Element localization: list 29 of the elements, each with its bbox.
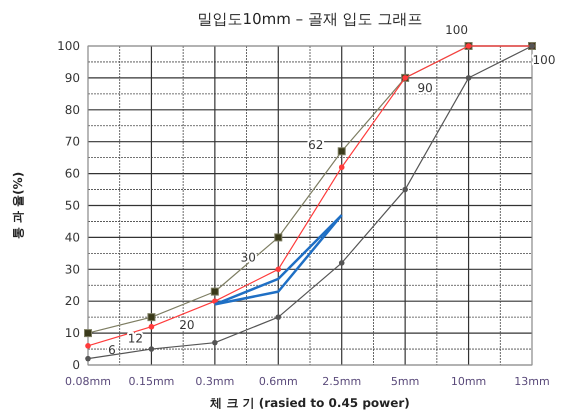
y-tick-label: 10 <box>64 326 80 340</box>
x-tick-label: 0.08mm <box>65 375 111 388</box>
x-tick-label: 2.5mm <box>322 375 362 388</box>
chart-title: 밀입도10mm – 골재 입도 그래프 <box>198 10 422 28</box>
y-tick-label: 80 <box>64 102 80 117</box>
x-tick-label: 10mm <box>450 375 486 388</box>
data-label: 30 <box>240 250 256 264</box>
data-label: 100 <box>532 53 556 67</box>
y-tick-label: 90 <box>64 70 80 85</box>
x-tick-label: 0.6mm <box>258 375 298 388</box>
x-tick-label: 0.15mm <box>128 375 174 388</box>
x-tick-label: 5mm <box>390 375 420 388</box>
data-label: 90 <box>418 80 433 95</box>
data-label: 12 <box>128 332 144 346</box>
y-tick-label: 50 <box>64 198 80 212</box>
data-label: 100 <box>445 23 468 37</box>
y-tick-label: 40 <box>64 230 80 244</box>
x-tick-label: 13mm <box>514 375 550 388</box>
data-label: 20 <box>179 318 194 332</box>
y-axis-title: 통 과 율(%) <box>11 172 25 240</box>
y-tick-label: 0 <box>72 358 80 372</box>
data-label: 62 <box>308 138 324 152</box>
x-axis-title: 체 크 기 (rasied to 0.45 power) <box>209 396 410 410</box>
y-tick-label: 60 <box>64 166 80 181</box>
y-tick-label: 70 <box>64 134 80 149</box>
y-tick-label: 100 <box>57 39 80 53</box>
x-tick-label: 0.3mm <box>195 375 234 388</box>
y-tick-label: 20 <box>64 294 80 308</box>
y-tick-label: 30 <box>64 262 80 276</box>
